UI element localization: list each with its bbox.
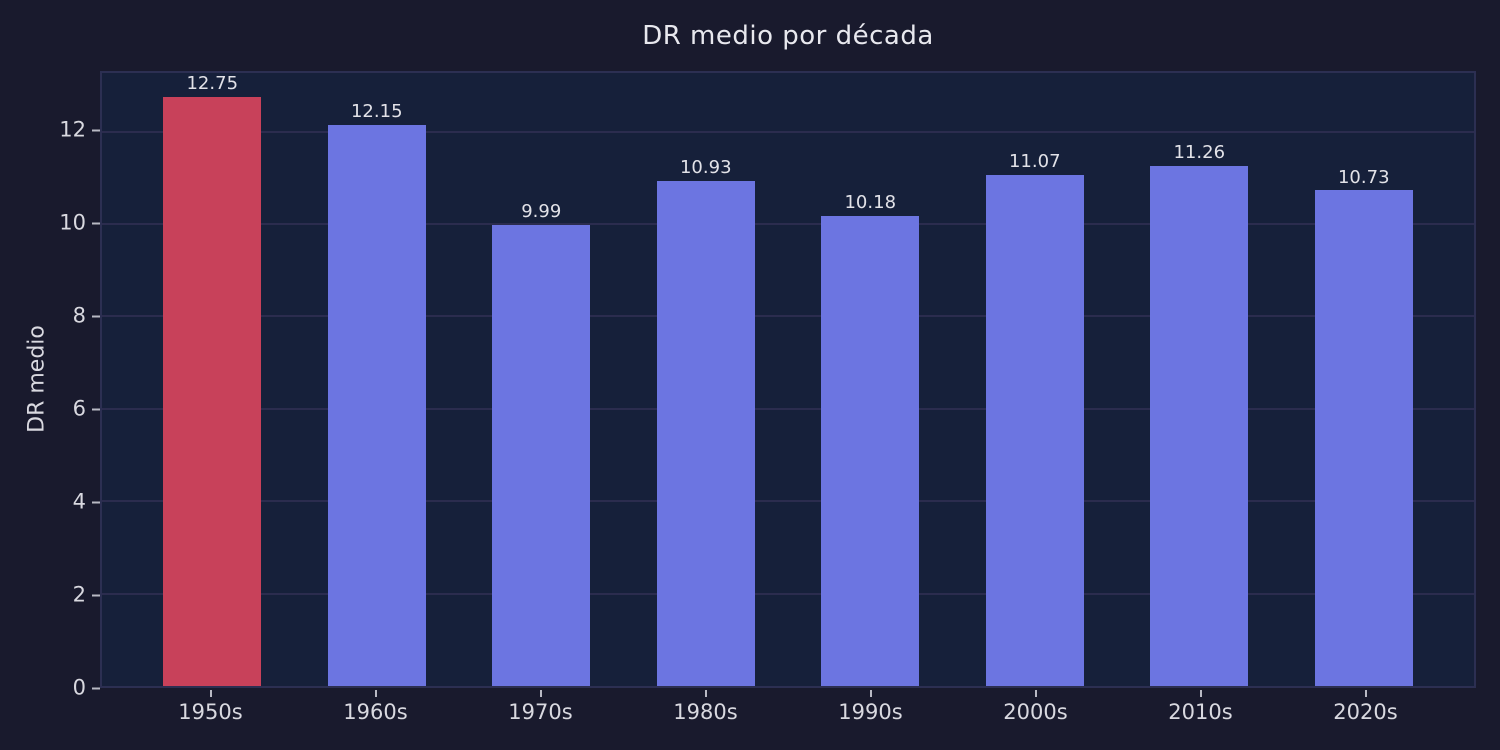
y-tick-mark [92, 129, 100, 132]
bar [821, 215, 920, 686]
bar-value-label: 10.73 [1337, 166, 1390, 188]
y-axis-ticks: 0 2 4 6 8 10 12 [0, 71, 100, 698]
bar-value-label: 10.18 [844, 191, 897, 213]
x-tick: 1970s [458, 690, 623, 725]
x-tick-mark [1199, 690, 1202, 697]
y-tick-label: 4 [72, 489, 86, 514]
bars-row: 12.75 12.15 9.99 10.93 10.18 11.07 11.26 10.73 [102, 73, 1474, 686]
y-tick-mark [92, 594, 100, 597]
bar-slot: 12.15 [295, 73, 460, 686]
bar [492, 224, 591, 686]
y-tick-label: 10 [59, 210, 86, 235]
bar [985, 174, 1084, 686]
gridline [102, 223, 1474, 226]
x-tick: 2020s [1283, 690, 1448, 725]
x-tick: 2010s [1118, 690, 1283, 725]
x-tick-label: 1960s [343, 700, 408, 724]
x-tick-label: 2020s [1333, 700, 1398, 724]
x-tick: 1960s [293, 690, 458, 725]
bar-value-label: 10.93 [679, 157, 732, 179]
x-tick-label: 2010s [1168, 700, 1233, 724]
x-tick-label: 1950s [178, 700, 243, 724]
bar-value-label: 11.26 [1173, 142, 1226, 164]
bar [163, 97, 262, 686]
bar [327, 124, 426, 686]
x-tick-mark [209, 690, 212, 697]
chart-title: DR medio por década [642, 21, 934, 51]
gridline [102, 592, 1474, 595]
x-tick-mark [869, 690, 872, 697]
y-tick: 6 [72, 396, 100, 421]
x-tick-label: 1970s [508, 700, 573, 724]
gridlines-layer [102, 73, 1474, 686]
y-tick-label: 0 [72, 675, 86, 700]
x-tick-mark [704, 690, 707, 697]
x-tick-label: 2000s [1003, 700, 1068, 724]
y-tick-label: 8 [72, 303, 86, 328]
x-axis-ticks: 1950s 1960s 1970s 1980s 1990s 2000s 2010s 2020s [100, 690, 1476, 725]
y-tick-label: 12 [59, 117, 86, 142]
y-tick-mark [92, 687, 100, 689]
x-tick-mark [374, 690, 377, 697]
bar-slot: 11.26 [1117, 73, 1282, 686]
y-tick-mark [92, 501, 100, 504]
y-tick: 0 [72, 675, 100, 700]
y-tick: 12 [59, 117, 100, 142]
y-tick-mark [92, 222, 100, 225]
bar-slot: 10.73 [1282, 73, 1447, 686]
x-tick: 2000s [953, 690, 1118, 725]
x-tick-mark [539, 690, 542, 697]
bar [656, 181, 755, 686]
gridline [102, 130, 1474, 133]
bar-value-label: 12.15 [350, 100, 403, 122]
y-tick: 8 [72, 303, 100, 328]
y-tick-mark [92, 408, 100, 411]
gridline [102, 500, 1474, 503]
x-tick-mark [1034, 690, 1037, 697]
bar-slot: 12.75 [130, 73, 295, 686]
bar-slot: 9.99 [459, 73, 624, 686]
y-tick: 2 [72, 582, 100, 607]
bar-slot: 11.07 [953, 73, 1118, 686]
y-tick: 10 [59, 210, 100, 235]
bar [1150, 165, 1249, 686]
gridline [102, 315, 1474, 318]
y-tick: 4 [72, 489, 100, 514]
gridline [102, 407, 1474, 410]
y-tick-mark [92, 315, 100, 318]
bar-value-label: 11.07 [1008, 150, 1061, 172]
bar-value-label: 12.75 [186, 73, 239, 95]
x-tick: 1950s [128, 690, 293, 725]
bar-value-label: 9.99 [521, 200, 562, 222]
x-tick: 1990s [788, 690, 953, 725]
x-tick-label: 1980s [673, 700, 738, 724]
y-tick-label: 6 [72, 396, 86, 421]
x-tick-label: 1990s [838, 700, 903, 724]
bar [1314, 190, 1413, 686]
x-tick: 1980s [623, 690, 788, 725]
bar-slot: 10.93 [624, 73, 789, 686]
x-tick-mark [1364, 690, 1367, 697]
bar-slot: 10.18 [788, 73, 953, 686]
plot-area: 12.75 12.15 9.99 10.93 10.18 11.07 11.26 10.73 [100, 71, 1476, 688]
y-tick-label: 2 [72, 582, 86, 607]
